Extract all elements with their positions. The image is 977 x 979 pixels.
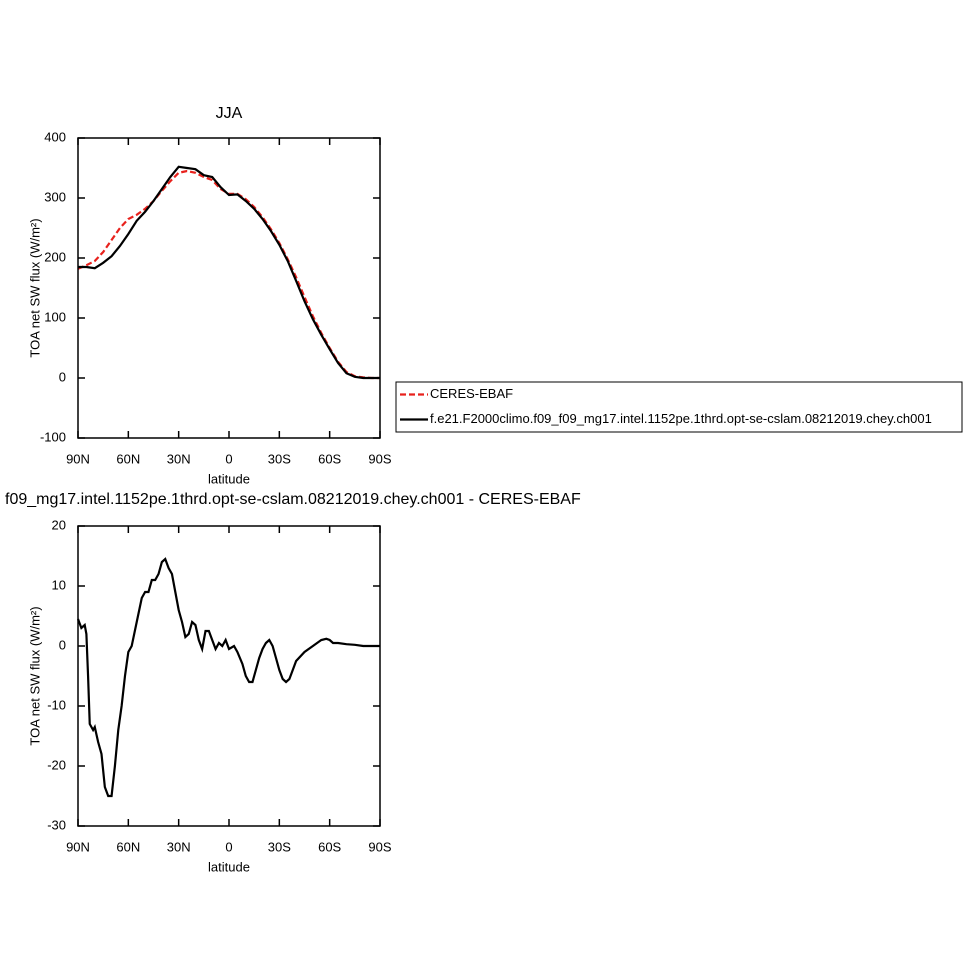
data-line [78, 165, 380, 380]
y-tick-label: 0 [59, 369, 66, 384]
y-tick-label: 100 [44, 309, 66, 324]
x-tick-label: 0 [225, 451, 232, 466]
y-axis-label: TOA net SW flux (W/m²) [27, 606, 42, 745]
y-tick-label: -20 [47, 757, 66, 772]
y-tick-label: 20 [52, 517, 66, 532]
x-tick-label: 30S [268, 839, 291, 854]
y-tick-label: 0 [59, 637, 66, 652]
y-tick-label: -100 [40, 429, 66, 444]
data-line [76, 557, 380, 798]
y-tick-label: 200 [44, 249, 66, 264]
y-axis-label: TOA net SW flux (W/m²) [27, 218, 42, 357]
data-line [77, 169, 380, 380]
x-tick-label: 60N [116, 451, 140, 466]
x-tick-label: 0 [225, 839, 232, 854]
x-tick-label: 60S [318, 451, 341, 466]
x-tick-label: 90S [368, 839, 391, 854]
plot-frame [77, 525, 381, 827]
y-tick-label: 400 [44, 129, 66, 144]
x-tick-label: 30S [268, 451, 291, 466]
chart-title: JJA [216, 105, 243, 122]
y-tick-label: 10 [52, 577, 66, 592]
plot-frame [77, 137, 381, 439]
legend-box [395, 381, 963, 433]
x-tick-label: 60N [116, 839, 140, 854]
legend-label: CERES-EBAF [430, 386, 513, 401]
chart-title: f09_mg17.intel.1152pe.1thrd.opt-se-cslam… [5, 491, 581, 508]
x-tick-label: 60S [318, 839, 341, 854]
x-axis-label: latitude [208, 471, 250, 486]
y-tick-label: 300 [44, 189, 66, 204]
x-tick-label: 90N [66, 451, 90, 466]
x-tick-label: 90N [66, 839, 90, 854]
y-tick-label: -10 [47, 697, 66, 712]
legend-label: f.e21.F2000climo.f09_f09_mg17.intel.1152… [430, 411, 932, 426]
x-tick-label: 30N [167, 451, 191, 466]
y-tick-label: -30 [47, 817, 66, 832]
x-tick-label: 90S [368, 451, 391, 466]
x-axis-label: latitude [208, 859, 250, 874]
x-tick-label: 30N [167, 839, 191, 854]
